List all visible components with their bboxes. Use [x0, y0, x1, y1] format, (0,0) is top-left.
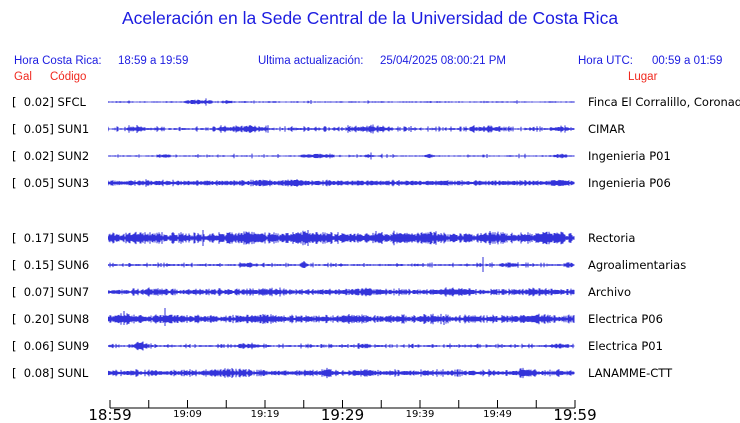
channel-gal-code-label: [ 0.15] SUN6 — [12, 258, 90, 272]
channel-location-label: Rectoria — [588, 231, 636, 245]
channel-gal-code-label: [ 0.02] SFCL — [12, 95, 86, 109]
waveform-trace-SUN1 — [108, 124, 575, 134]
channel-location-label: LANAMME-CTT — [588, 366, 673, 380]
time-axis — [109, 400, 576, 409]
axis-label-18-59: 18:59 — [88, 406, 132, 423]
channel-gal-code-label: [ 0.07] SUN7 — [12, 285, 90, 299]
channel-row-SUN7: [ 0.07] SUN7 Archivo — [0, 275, 740, 309]
waveform-trace-SUN9 — [108, 341, 575, 351]
channel-location-label: Electrica P01 — [588, 339, 663, 353]
column-header-gal: Gal — [14, 71, 32, 83]
channel-location-label: CIMAR — [588, 122, 626, 136]
channel-location-label: Ingenieria P06 — [588, 176, 671, 190]
waveform-trace-SUN3 — [108, 179, 575, 187]
channel-location-label: Archivo — [588, 285, 631, 299]
channel-gal-code-label: [ 0.05] SUN1 — [12, 122, 90, 136]
channel-gal-code-label: [ 0.02] SUN2 — [12, 149, 90, 163]
channel-row-SUN1: [ 0.05] SUN1 CIMAR — [0, 112, 740, 146]
waveform-trace-SUNL — [108, 367, 575, 379]
column-header-lugar: Lugar — [628, 71, 658, 83]
ultima-actualizacion-value: 25/04/2025 08:00:21 PM — [380, 55, 506, 67]
page-title: Aceleración en la Sede Central de la Uni… — [121, 8, 619, 28]
channel-row-SUNL: [ 0.08] SUNL LANAMME-CTT — [0, 356, 740, 390]
axis-label-19-19: 19:19 — [250, 409, 280, 420]
hora-utc-value: 00:59 a 01:59 — [652, 55, 723, 67]
channel-location-label: Agroalimentarias — [588, 258, 687, 272]
axis-label-19-39: 19:39 — [405, 409, 435, 420]
channel-row-SUN2: [ 0.02] SUN2 Ingenieria P01 — [0, 139, 740, 173]
axis-label-19-59: 19:59 — [553, 406, 597, 423]
channel-gal-code-label: [ 0.20] SUN8 — [12, 312, 90, 326]
channel-gal-code-label: [ 0.17] SUN5 — [12, 231, 90, 245]
waveform-trace-SUN2 — [108, 152, 575, 160]
channel-location-label: Ingenieria P01 — [588, 149, 671, 163]
channel-gal-code-label: [ 0.08] SUNL — [12, 366, 89, 380]
axis-label-19-29: 19:29 — [320, 406, 365, 423]
ultima-actualizacion-label: Ultima actualización: — [258, 55, 364, 67]
waveform-trace-SUN5 — [108, 230, 575, 246]
waveform-trace-SUN6 — [108, 257, 575, 272]
waveform-trace-SFCL — [108, 98, 575, 106]
channel-row-SUN9: [ 0.06] SUN9 Electrica P01 — [0, 329, 740, 363]
channel-location-label: Electrica P06 — [588, 312, 663, 326]
waveform-trace-SUN8 — [108, 308, 575, 326]
axis-label-19-09: 19:09 — [173, 409, 202, 420]
channel-gal-code-label: [ 0.06] SUN9 — [12, 339, 90, 353]
channel-row-SUN3: [ 0.05] SUN3 Ingenieria P06 — [0, 166, 740, 200]
hora-costa-rica-value: 18:59 a 19:59 — [118, 55, 189, 67]
channel-row-SUN5: [ 0.17] SUN5 Rectoria — [0, 221, 740, 255]
hora-costa-rica-label: Hora Costa Rica: — [14, 55, 102, 67]
axis-label-19-49: 19:49 — [483, 409, 512, 420]
hora-utc-label: Hora UTC: — [578, 55, 633, 67]
column-header-codigo: Código — [50, 71, 87, 83]
channel-gal-code-label: [ 0.05] SUN3 — [12, 176, 90, 190]
waveform-trace-SUN7 — [108, 287, 575, 297]
channel-location-label: Finca El Corralillo, Coronado — [588, 95, 740, 109]
channel-row-SUN8: [ 0.20] SUN8 Electrica P06 — [0, 302, 740, 336]
channel-row-SUN6: [ 0.15] SUN6 Agroalimentarias — [0, 248, 740, 282]
channel-row-SFCL: [ 0.02] SFCL Finca El Corralillo, Coronad… — [0, 85, 740, 119]
